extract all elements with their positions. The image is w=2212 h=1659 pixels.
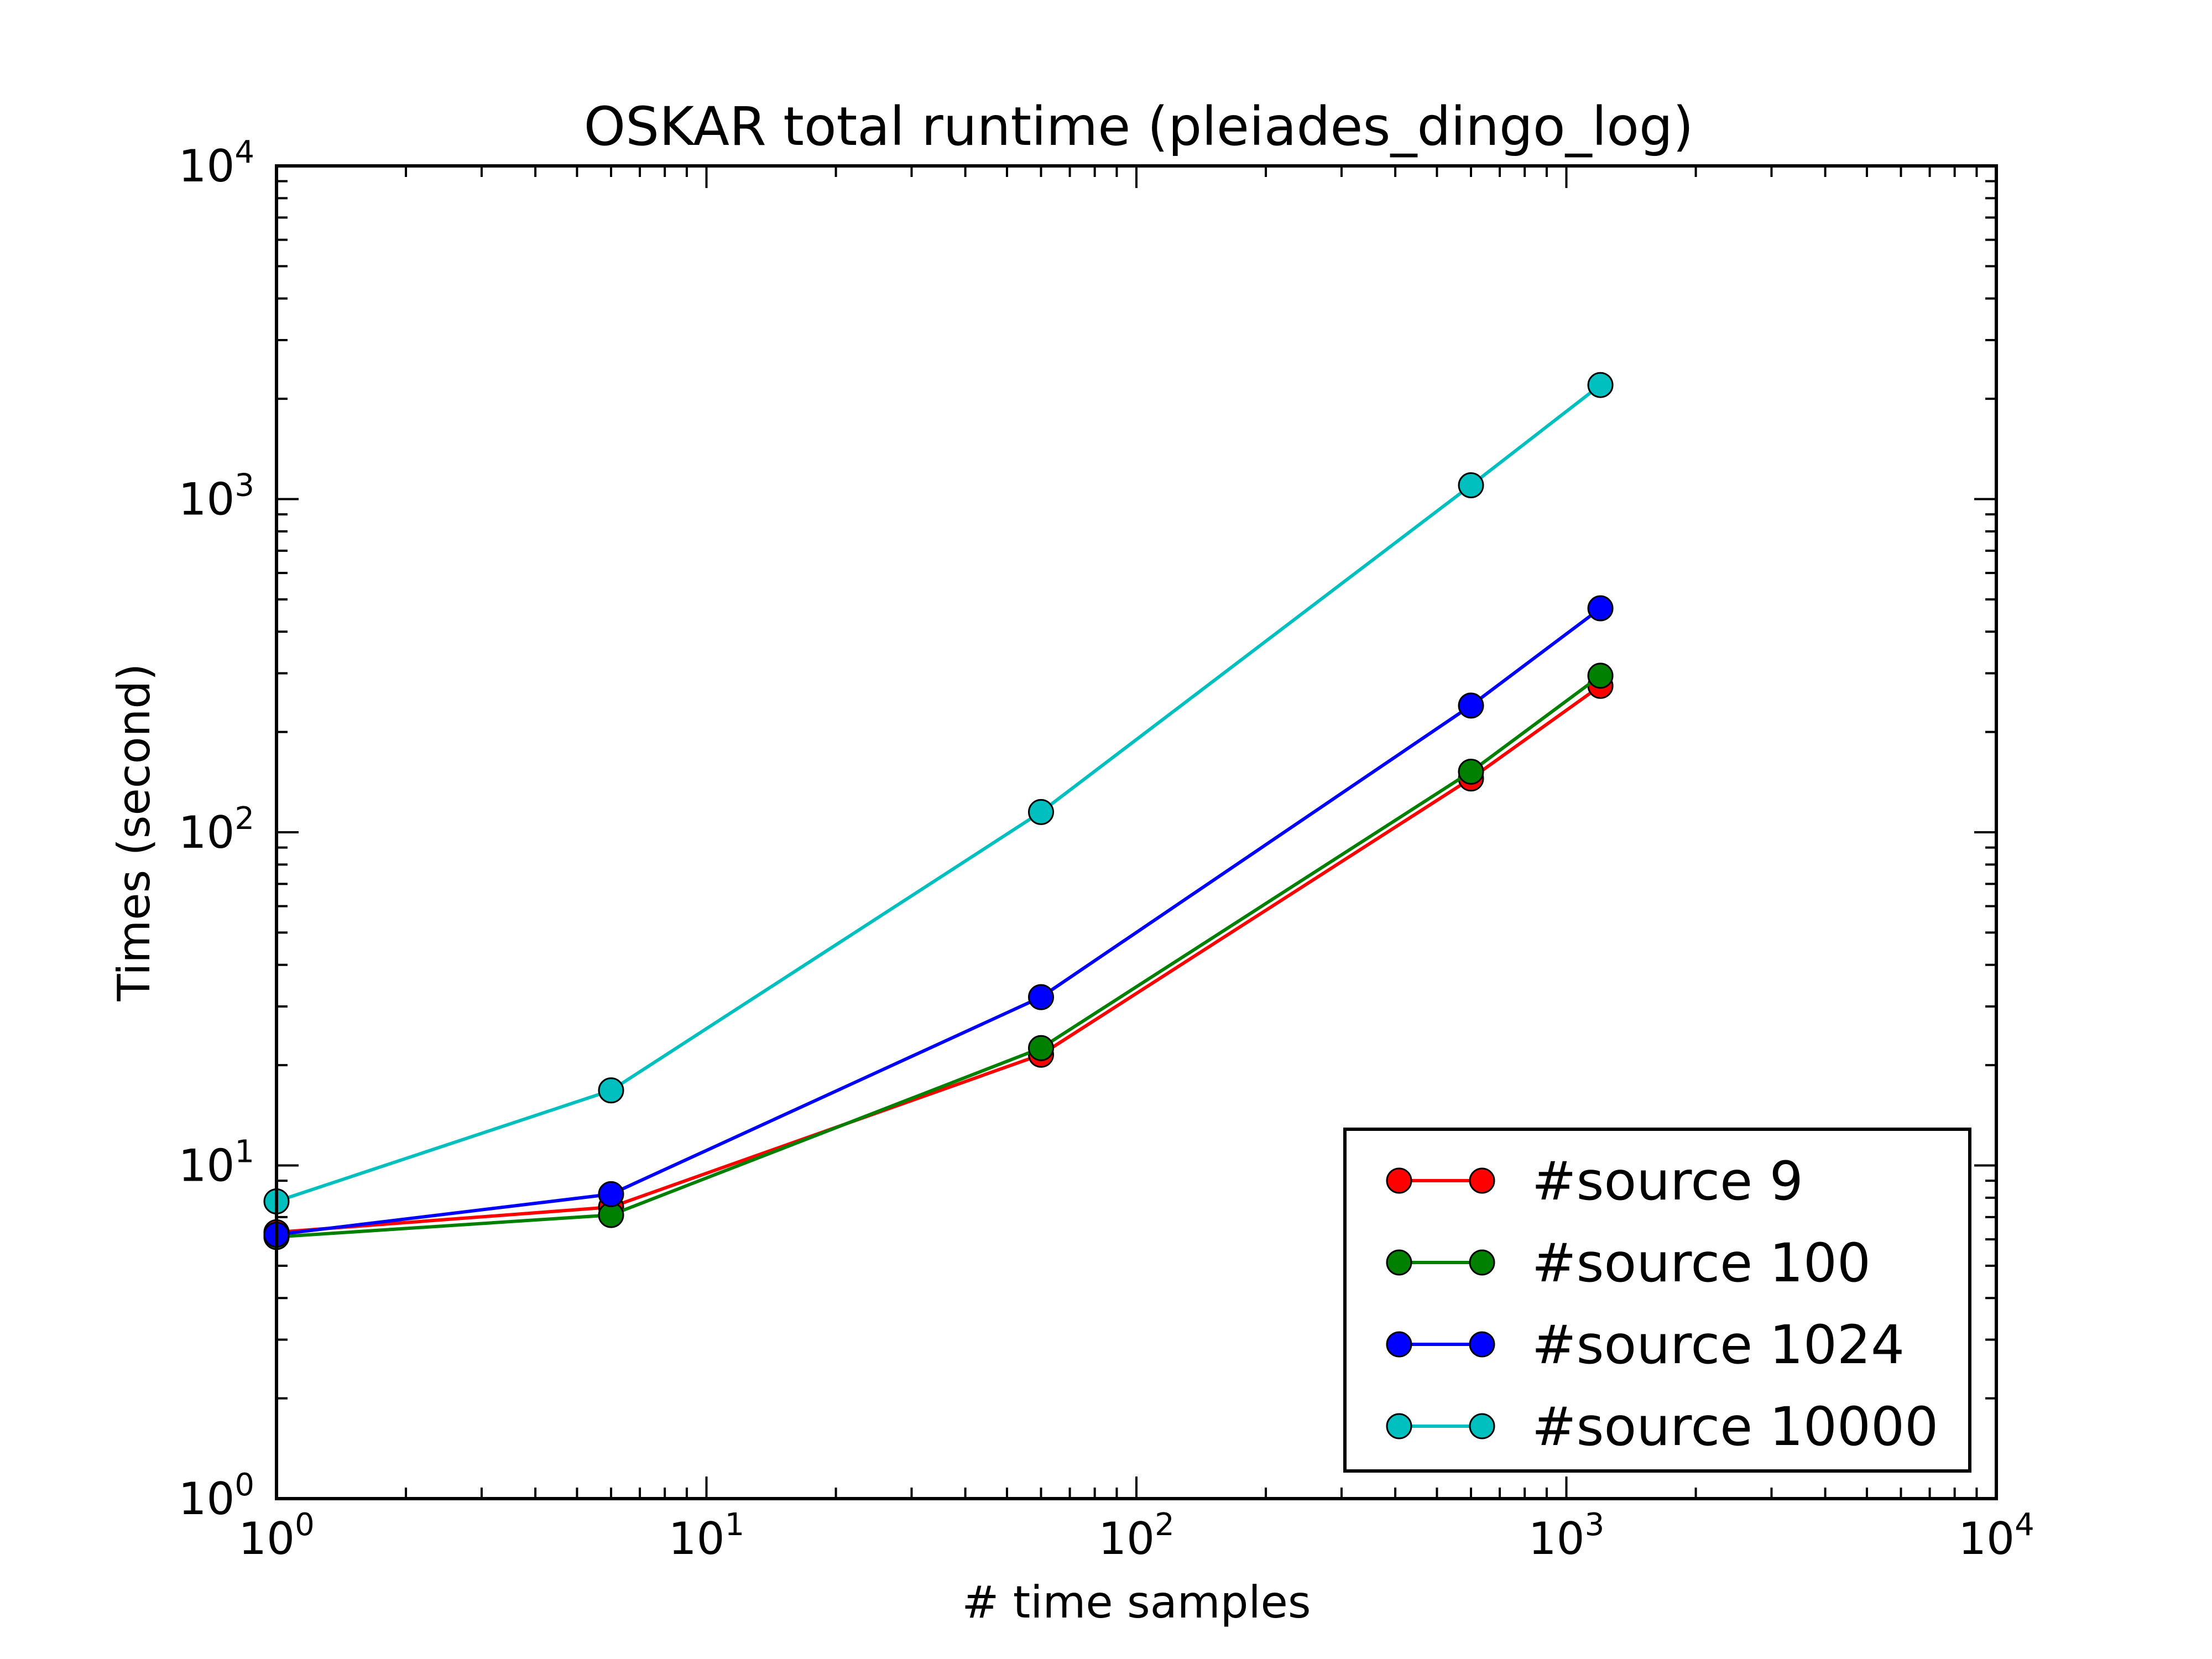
data-point: [1587, 372, 1614, 398]
y-tick-label: 103: [179, 468, 254, 525]
x-tick-label-base: 10: [238, 1513, 295, 1564]
x-tick-label: 102: [1098, 1507, 1174, 1564]
legend-marker: [1386, 1167, 1412, 1194]
y-tick-label: 100: [179, 1467, 254, 1525]
y-tick-label-exponent: 0: [234, 1467, 254, 1503]
y-tick-label: 101: [179, 1134, 254, 1192]
x-tick-label: 104: [1958, 1507, 2034, 1564]
x-tick-label-base: 10: [669, 1513, 725, 1564]
y-tick-label-exponent: 2: [234, 801, 254, 837]
y-tick-label-exponent: 3: [234, 468, 254, 504]
y-tick-label-base: 10: [179, 1140, 235, 1192]
legend-marker: [1469, 1331, 1495, 1358]
x-tick-label-exponent: 0: [295, 1507, 315, 1543]
legend-marker: [1386, 1331, 1412, 1358]
series-3: [263, 595, 1614, 1248]
legend-items: #source 9 #source 100 #source 1024 #source …: [1386, 1150, 1938, 1458]
legend: #source 9 #source 100 #source 1024 #source …: [1343, 1128, 1971, 1473]
x-tick-label: 103: [1528, 1507, 1604, 1564]
y-tick-label-exponent: 4: [234, 134, 254, 170]
legend-label: #source 9: [1532, 1150, 1803, 1212]
x-tick-label-base: 10: [1528, 1513, 1585, 1564]
legend-marker: [1469, 1167, 1495, 1194]
legend-marker: [1386, 1413, 1412, 1439]
x-tick-label-exponent: 3: [1585, 1507, 1605, 1543]
legend-marker: [1469, 1249, 1495, 1276]
x-tick-label: 101: [669, 1507, 744, 1564]
data-point: [598, 1077, 624, 1104]
x-tick-label-exponent: 1: [725, 1507, 745, 1543]
data-point: [1458, 758, 1484, 785]
series-4: [263, 372, 1614, 1215]
x-tick-label-exponent: 4: [2015, 1507, 2034, 1543]
y-tick-label-base: 10: [179, 1473, 235, 1525]
x-tick-label-exponent: 2: [1155, 1507, 1175, 1543]
data-point: [1028, 984, 1055, 1010]
x-tick-labels: 100 101 102 103 104: [238, 1507, 2034, 1564]
y-tick-label-base: 10: [179, 140, 235, 192]
y-tick-label: 104: [179, 134, 254, 192]
plot-frame: [275, 164, 1998, 1500]
x-tick-label: 100: [238, 1507, 314, 1564]
y-tick-label-exponent: 1: [234, 1134, 254, 1170]
legend-item: #source 100: [1386, 1232, 1871, 1294]
x-tick-label-base: 10: [1958, 1513, 2015, 1564]
data-point: [1587, 595, 1614, 622]
y-tick-label: 102: [179, 801, 254, 858]
data-point: [1028, 799, 1055, 825]
axis-ticks: [275, 165, 1997, 1500]
legend-marker: [1386, 1249, 1412, 1276]
x-axis-label: # time samples: [962, 1577, 1311, 1628]
data-point: [1587, 662, 1614, 689]
legend-item: #source 1024: [1386, 1314, 1905, 1376]
legend-box: [1343, 1128, 1971, 1473]
data-point: [1028, 1035, 1055, 1061]
legend-label: #source 10000: [1532, 1396, 1938, 1458]
data-point: [1458, 692, 1484, 719]
data-point: [1458, 472, 1484, 499]
legend-item: #source 10000: [1386, 1396, 1938, 1458]
legend-marker: [1469, 1413, 1495, 1439]
data-point: [598, 1181, 624, 1207]
y-tick-label-base: 10: [179, 807, 235, 858]
legend-label: #source 100: [1532, 1232, 1871, 1294]
legend-label: #source 1024: [1532, 1314, 1905, 1376]
chart-title: OSKAR total runtime (pleiades_dingo_log): [584, 96, 1694, 158]
series-layer: [263, 372, 1614, 1250]
x-tick-label-base: 10: [1098, 1513, 1155, 1564]
y-axis-label: Times (second): [108, 664, 160, 1002]
y-tick-label-base: 10: [179, 474, 235, 525]
legend-item: #source 9: [1386, 1150, 1803, 1212]
